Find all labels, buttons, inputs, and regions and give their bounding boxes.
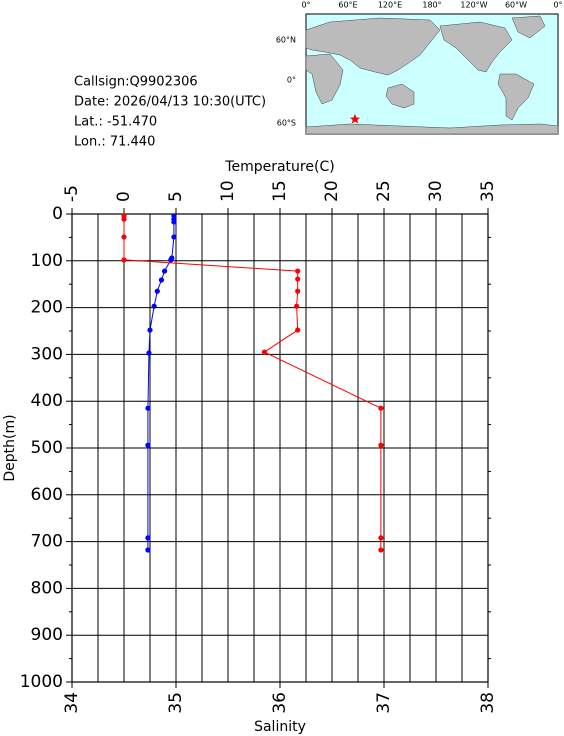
x-tick-label: 15 [270,180,290,202]
x-tick-label: 20 [322,180,342,202]
x-tick-label: 0 [114,191,134,202]
map-lon-label: 120°E [378,1,402,10]
map-lon-label: 60°E [338,1,357,10]
y-tick-label: 1000 [20,672,63,692]
profile-point [378,535,384,541]
profile-point [295,268,301,274]
profile-point [121,216,127,222]
x2-tick-label: 37 [374,692,394,714]
x2-tick-label: 34 [62,692,82,714]
position-star [350,114,360,124]
map-lon-label: 60°W [505,1,527,10]
y-tick-label: 900 [31,625,63,645]
profile-point [261,349,267,355]
map-land [305,15,559,135]
map-lon-label: 0° [301,1,310,10]
profile-point [121,257,127,263]
profile-point [147,327,153,333]
map-lon-label: 0° [553,1,562,10]
map [305,13,559,135]
profile-point [295,288,301,294]
profile-point [145,547,151,553]
profile-point [145,405,151,411]
info-block: Callsign:Q9902306 Date: 2026/04/13 10:30(… [74,75,266,150]
info-line: Callsign:Q9902306 [74,75,198,90]
y-tick-label: 200 [31,298,63,318]
profile-point [146,350,152,356]
profile-point [378,405,384,411]
profile-point [145,442,151,448]
profile-point [158,277,165,283]
x-tick-label: 10 [218,180,238,202]
x-tick-label: 35 [478,180,498,202]
y-tick-label: 300 [31,344,63,364]
x-tick-label: -5 [62,185,82,202]
x-axis-title: Temperature(C) [224,159,334,175]
profile-point [378,547,384,553]
x-tick-label: 5 [166,191,186,202]
profile-point [295,276,301,282]
y-tick-label: 700 [31,532,63,552]
profile-point [168,257,174,263]
profile-point [171,219,177,225]
profile-point [161,268,168,274]
map-lat-label: 0° [287,76,296,85]
profile-point [121,234,127,240]
map-lon-label: 180° [422,1,441,10]
profile-point [145,535,151,541]
profile-point [295,327,301,333]
x2-axis-title: Salinity [254,719,306,735]
map-lat-label: 60°N [276,36,296,45]
profile-point [154,288,160,294]
profile-point [151,303,157,309]
profile-point [171,234,177,240]
info-line: Lat.: -51.470 [74,115,157,130]
map-lon-label: 120°W [460,1,487,10]
info-line: Lon.: 71.440 [74,135,155,150]
y-tick-label: 500 [31,438,63,458]
x-tick-label: 30 [426,180,446,202]
y-tick-label: 100 [31,251,63,271]
y-tick-label: 400 [31,391,63,411]
x2-tick-label: 35 [166,692,186,714]
profile-line [123,215,382,551]
map-lat-label: 60°S [277,119,296,128]
x2-tick-label: 38 [478,692,498,714]
y-tick-label: 600 [31,485,63,505]
x2-tick-label: 36 [270,692,290,714]
y-tick-label: 800 [31,578,63,598]
info-line: Date: 2026/04/13 10:30(UTC) [74,95,266,110]
y-axis-title: Depth(m) [2,414,18,481]
profile-line [147,215,175,551]
x-tick-label: 25 [374,180,394,202]
profile-point [294,303,300,309]
y-tick-label: 0 [52,204,63,224]
profile-point [378,442,384,448]
